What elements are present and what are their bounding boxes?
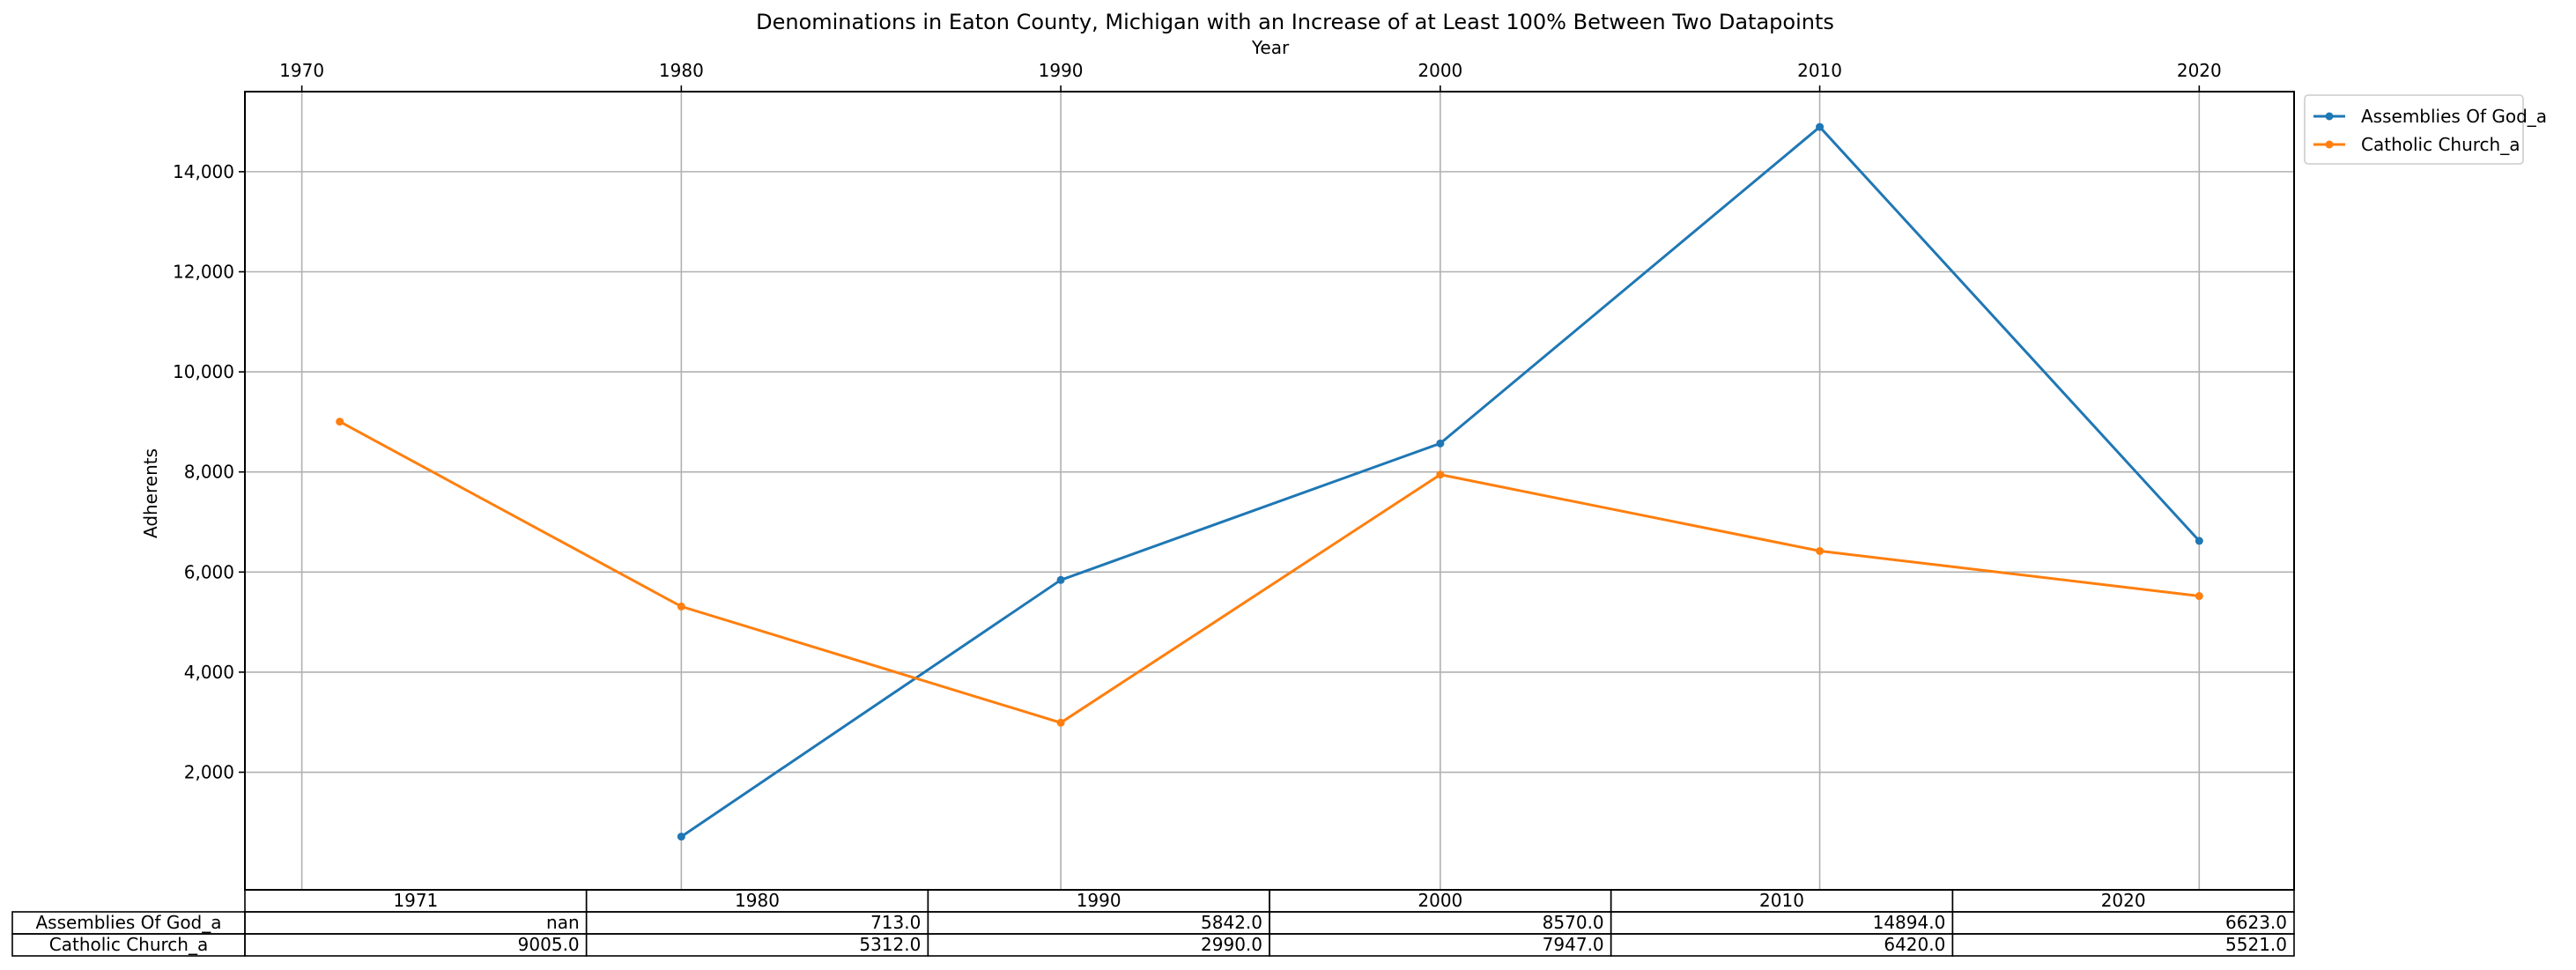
x-tick-label: 2020 bbox=[2177, 60, 2222, 81]
data-point-catholic-church-a bbox=[1436, 470, 1445, 479]
x-tick-label: 2000 bbox=[1418, 60, 1462, 81]
data-point-catholic-church-a bbox=[1056, 718, 1065, 727]
legend: Assemblies Of God_a Catholic Church_a bbox=[2304, 94, 2547, 165]
chart-title: Denominations in Eaton County, Michigan … bbox=[756, 10, 1834, 34]
table-cell-value: 6420.0 bbox=[1884, 934, 1945, 955]
data-point-assemblies-of-god-a bbox=[2195, 537, 2203, 545]
table-cell bbox=[244, 911, 588, 935]
table-cell-value: 5521.0 bbox=[2225, 934, 2287, 955]
series-layer bbox=[336, 122, 2203, 841]
table-header-label: 1980 bbox=[735, 890, 780, 911]
table-cell-value: 5842.0 bbox=[1201, 912, 1262, 933]
table-cell bbox=[1951, 933, 2295, 957]
data-point-assemblies-of-god-a bbox=[1056, 575, 1065, 584]
table-cell-value: 14894.0 bbox=[1873, 912, 1946, 933]
table-cell-value: 9005.0 bbox=[518, 934, 580, 955]
data-point-assemblies-of-god-a bbox=[1816, 122, 1825, 131]
y-tick-label: 10,000 bbox=[173, 361, 234, 382]
table-row-label: Catholic Church_a bbox=[49, 934, 208, 955]
table-header-label: 1971 bbox=[393, 890, 438, 911]
legend-label: Catholic Church_a bbox=[2361, 134, 2520, 155]
table-cell-value: 713.0 bbox=[870, 912, 921, 933]
data-point-assemblies-of-god-a bbox=[677, 833, 685, 841]
plot-frame bbox=[244, 91, 2295, 891]
table-header-label: 2020 bbox=[2101, 890, 2146, 911]
x-tick-label: 1980 bbox=[659, 60, 704, 81]
y-tick-label: 2,000 bbox=[184, 762, 234, 783]
y-tick-label: 14,000 bbox=[173, 161, 234, 182]
y-tick-label: 8,000 bbox=[184, 462, 234, 483]
x-axis-label: Year bbox=[1251, 37, 1290, 58]
axis-ticks: 1970 1980 1990 2000 2010 2020 2,000 4,000 6,000 8… bbox=[173, 60, 2222, 783]
y-tick-label: 12,000 bbox=[173, 261, 234, 282]
legend-label: Assemblies Of God_a bbox=[2361, 106, 2547, 127]
x-tick-label: 1990 bbox=[1039, 60, 1084, 81]
table-header-label: 2010 bbox=[1759, 890, 1804, 911]
x-tick-label: 1970 bbox=[279, 60, 324, 81]
x-tick-label: 2010 bbox=[1797, 60, 1842, 81]
table-row-label: Assemblies Of God_a bbox=[35, 912, 221, 933]
legend-box bbox=[2304, 94, 2524, 165]
table-header-label: 1990 bbox=[1077, 890, 1121, 911]
table-cell-value: 2990.0 bbox=[1201, 934, 1262, 955]
data-point-catholic-church-a bbox=[1816, 546, 1825, 555]
table-cell-value: nan bbox=[546, 912, 580, 933]
table-header-label: 2000 bbox=[1418, 890, 1462, 911]
data-point-catholic-church-a bbox=[2195, 592, 2203, 601]
grid bbox=[245, 92, 2294, 890]
table-cell-value: 5312.0 bbox=[859, 934, 921, 955]
y-tick-label: 4,000 bbox=[184, 662, 234, 683]
table-cell-value: 6623.0 bbox=[2225, 912, 2287, 933]
data-point-assemblies-of-god-a bbox=[1436, 439, 1445, 448]
table-cell-value: 7947.0 bbox=[1543, 934, 1604, 955]
data-table: 1971 1980 1990 2000 2010 2020 Assemblies Of Go… bbox=[11, 889, 2295, 957]
legend-marker bbox=[2325, 112, 2334, 121]
series-line-catholic-church-a bbox=[338, 420, 2200, 724]
data-point-catholic-church-a bbox=[677, 602, 685, 611]
y-axis-label: Adherents bbox=[140, 448, 161, 538]
y-tick-label: 6,000 bbox=[184, 561, 234, 582]
legend-marker bbox=[2325, 140, 2334, 149]
data-point-catholic-church-a bbox=[336, 418, 344, 426]
table-cell-value: 8570.0 bbox=[1543, 912, 1604, 933]
